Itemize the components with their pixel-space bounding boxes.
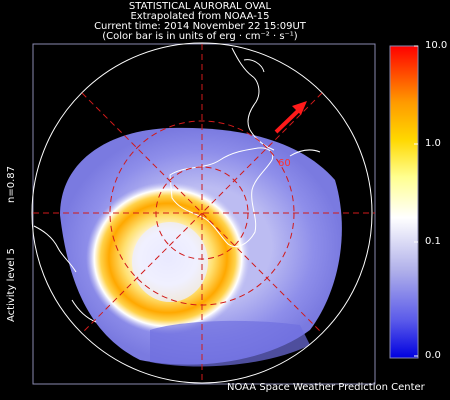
latitude-label: 60	[278, 158, 291, 169]
aurora-lower-band	[150, 320, 310, 367]
color-bar-ticks	[414, 45, 418, 357]
activity-level-label: Activity level 5	[6, 248, 17, 322]
title: STATISTICAL AURORAL OVAL	[128, 1, 272, 12]
source-line: Extrapolated from NOAA-15	[130, 11, 270, 22]
current-time: Current time: 2014 November 22 15:09UT	[94, 21, 306, 32]
color-bar	[389, 45, 419, 359]
polar-cap-region	[132, 222, 208, 302]
colorbar-label-0-1: 0.1	[425, 236, 441, 247]
n-value-label: n=0.87	[6, 166, 17, 203]
units-note: (Color bar is in units of erg · cm⁻² · s…	[102, 31, 298, 42]
sun-direction-arrow	[274, 101, 307, 134]
horizon-circle	[31, 42, 373, 384]
colorbar-label-max: 10.0	[425, 40, 448, 51]
coastlines	[33, 47, 321, 323]
colorbar-label-1: 1.0	[425, 138, 441, 149]
map-frame	[32, 43, 376, 385]
colorbar-label-min: 0.0	[425, 350, 441, 361]
credit-label: NOAA Space Weather Prediction Center	[227, 382, 425, 393]
longitude-lines	[33, 44, 375, 384]
